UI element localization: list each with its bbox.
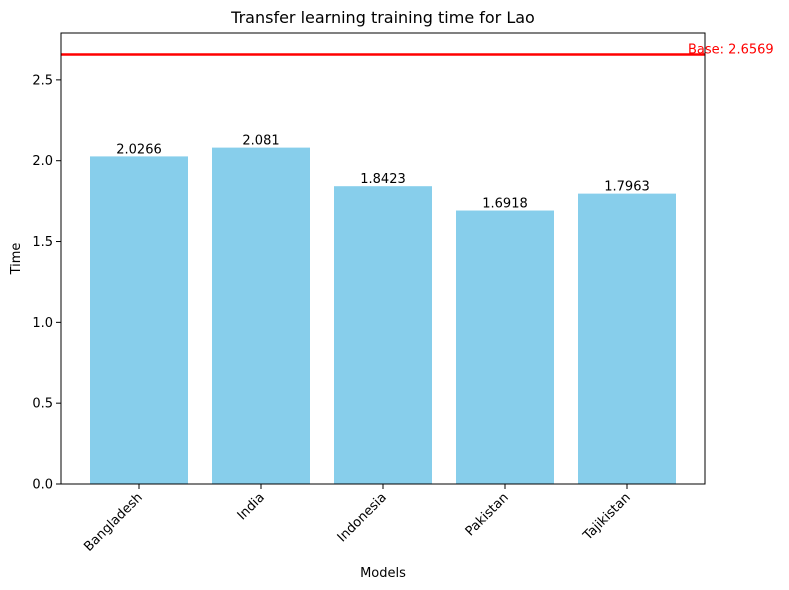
y-tick-label: 2.0 xyxy=(32,154,53,169)
x-tick-label: Pakistan xyxy=(463,490,512,539)
bar-bangladesh xyxy=(90,156,188,484)
y-axis-label: Time xyxy=(9,243,24,276)
bar-labels-group: 2.0266 2.081 1.8423 1.6918 1.7963 xyxy=(116,134,650,212)
x-tick-label: Indonesia xyxy=(335,490,390,545)
y-tick-label: 1.0 xyxy=(32,316,53,331)
base-reference-label: Base: 2.6569 xyxy=(688,43,774,58)
x-axis: Bangladesh India Indonesia Pakistan Tajikist… xyxy=(81,484,634,555)
x-tick-label: Tajikistan xyxy=(580,490,634,544)
bar-value-label: 2.0266 xyxy=(116,142,162,157)
bar-tajikistan xyxy=(578,193,676,484)
bar-pakistan xyxy=(456,210,554,485)
y-tick-label: 2.5 xyxy=(32,73,53,88)
chart-title: Transfer learning training time for Lao xyxy=(230,8,535,27)
bar-value-label: 1.8423 xyxy=(360,172,406,187)
y-tick-label: 0.5 xyxy=(32,397,53,412)
bar-indonesia xyxy=(334,186,432,484)
bars-group xyxy=(90,147,676,485)
y-axis: 0.0 0.5 1.0 1.5 2.0 2.5 xyxy=(32,73,61,493)
reference-line-group: Base: 2.6569 xyxy=(61,43,774,58)
y-tick-label: 0.0 xyxy=(32,478,53,493)
y-tick-label: 1.5 xyxy=(32,235,53,250)
x-tick-label: India xyxy=(235,490,268,523)
bar-value-label: 1.6918 xyxy=(482,197,528,212)
bar-india xyxy=(212,147,310,485)
x-tick-label: Bangladesh xyxy=(81,490,146,555)
bar-value-label: 2.081 xyxy=(242,134,279,149)
bar-value-label: 1.7963 xyxy=(604,180,650,195)
x-axis-label: Models xyxy=(360,566,406,581)
